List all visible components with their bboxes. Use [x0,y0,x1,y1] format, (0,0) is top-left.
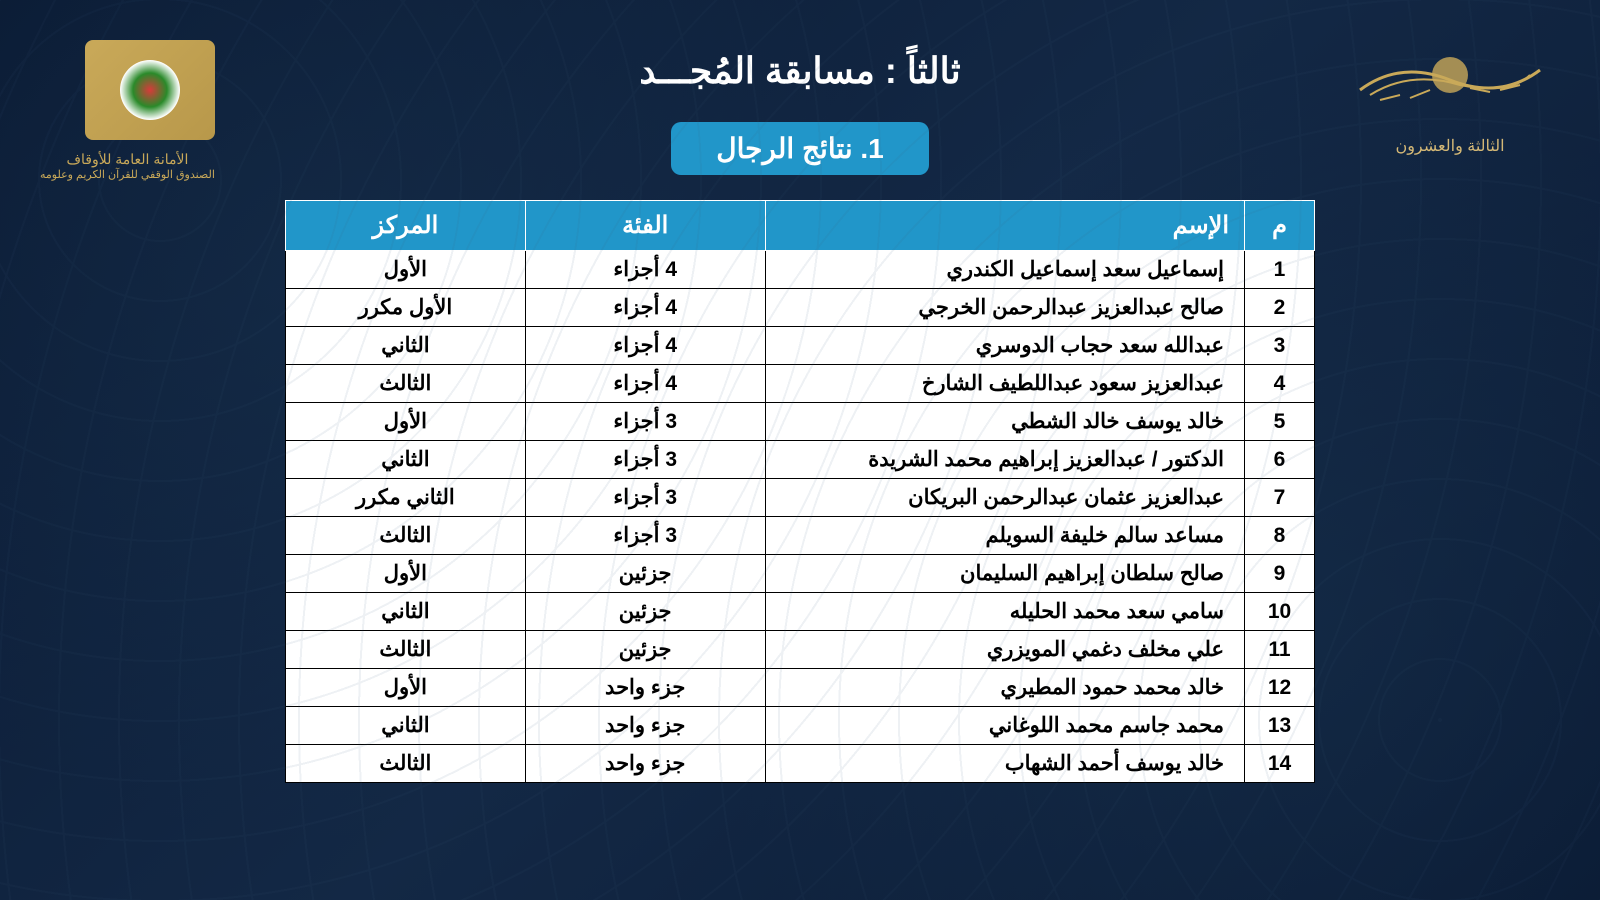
logo-left: الأمانة العامة للأوقاف الصندوق الوقفي لل… [40,40,215,182]
logo-right: الثالثة والعشرون [1350,40,1550,156]
logo-left-line1: الأمانة العامة للأوقاف [40,150,215,168]
logo-right-subtext: الثالثة والعشرون [1350,136,1550,156]
logo-left-line2: الصندوق الوقفي للقرآن الكريم وعلومه [40,168,215,182]
emblem-icon [85,40,215,140]
calligraphy-logo [1350,40,1550,128]
